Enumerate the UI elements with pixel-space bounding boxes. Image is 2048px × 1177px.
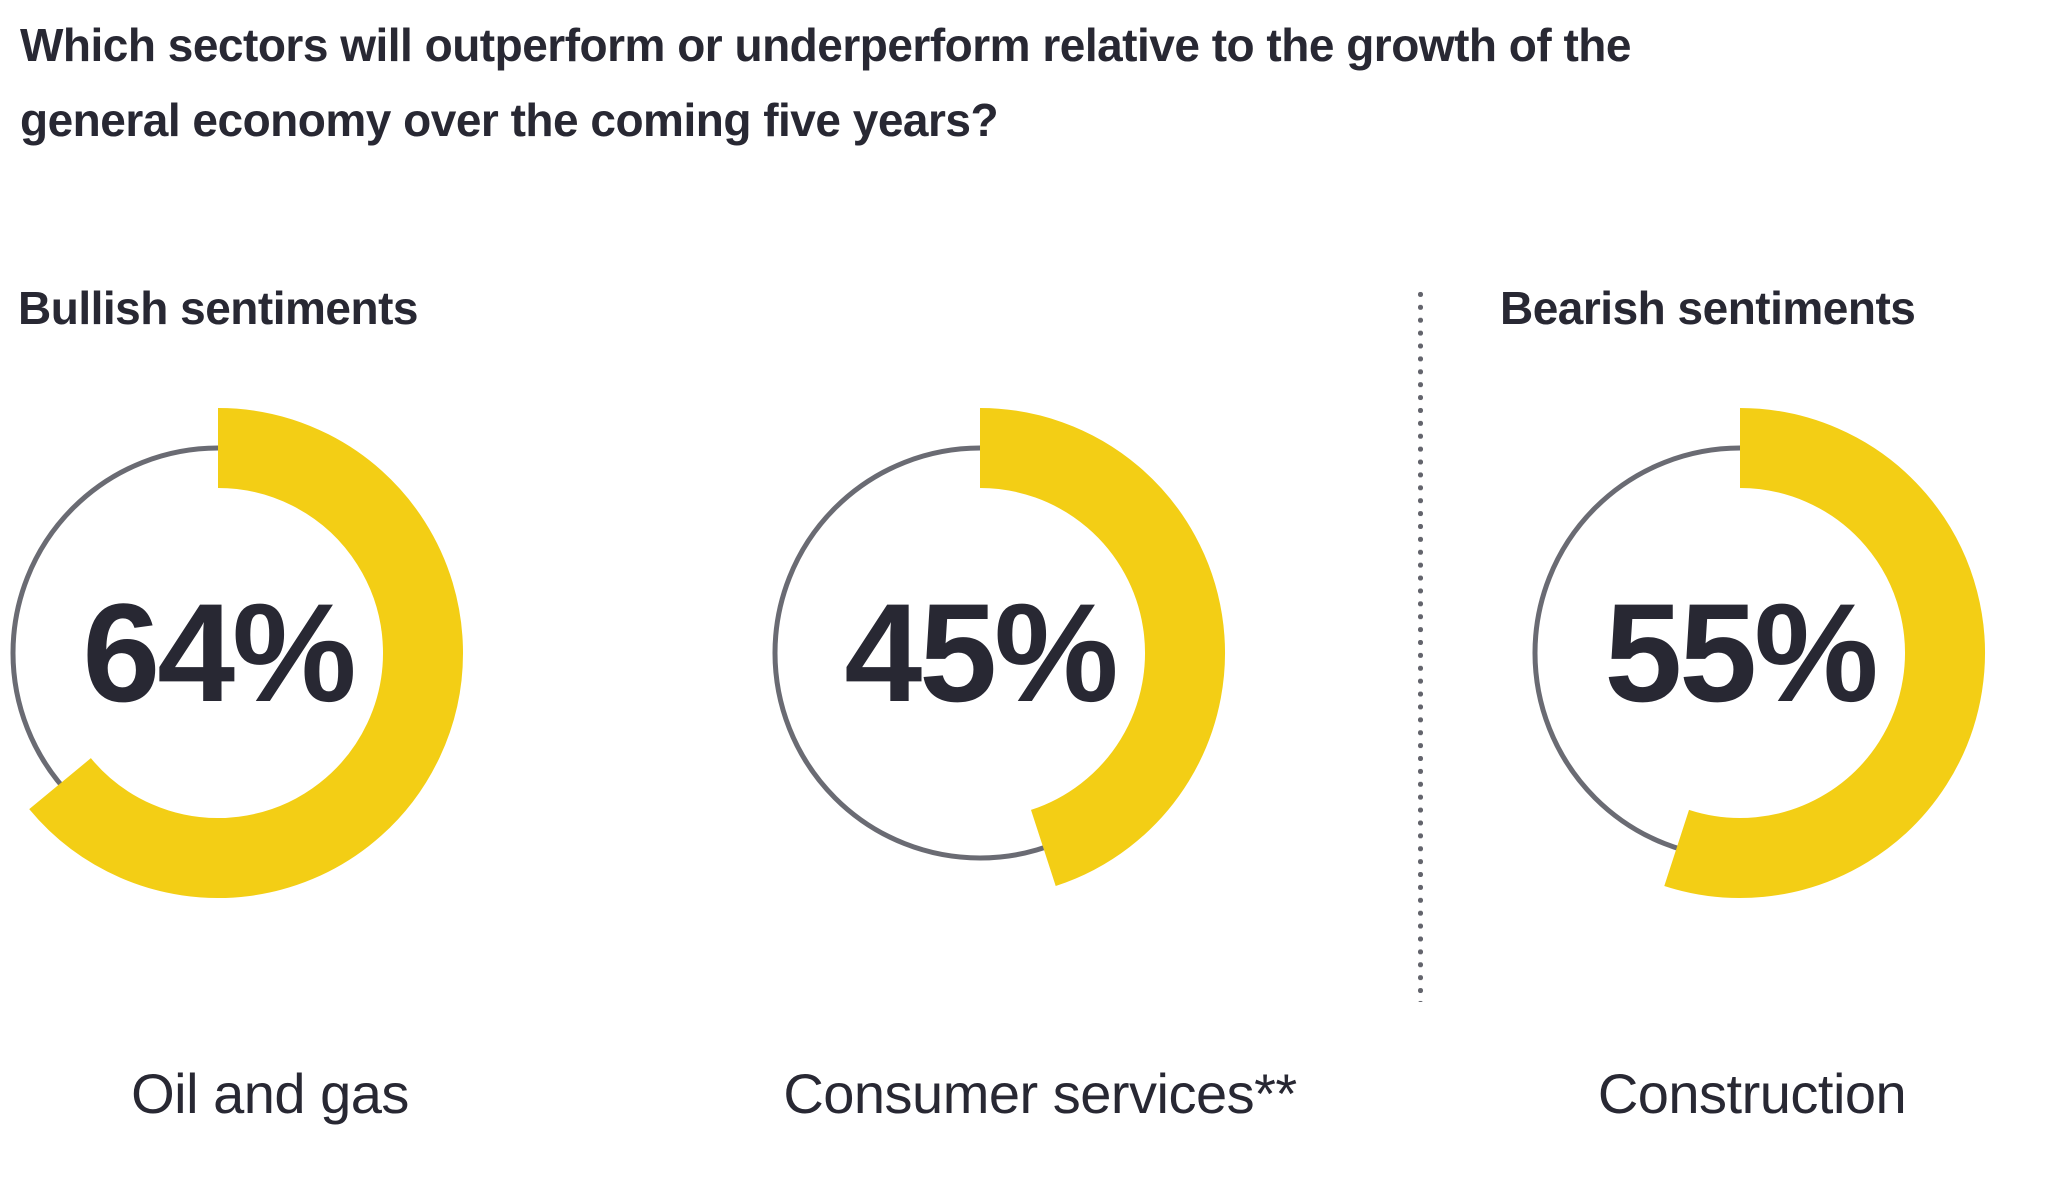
donut-value-arc — [979, 408, 1225, 886]
donut-ring-svg — [10, 408, 463, 898]
section-title-bullish: Bullish sentiments — [18, 282, 418, 334]
sector-label-consumer-services: Consumer services** — [783, 1062, 1297, 1125]
donut-value-arc — [1664, 408, 1985, 898]
donut-value-arc — [29, 408, 463, 898]
sector-label-construction: Construction — [1597, 1062, 1907, 1125]
donut-percentage: 55% — [1604, 574, 1878, 731]
donut-chart-construction: 55% — [1490, 403, 1990, 903]
section-divider-dotted-line — [1417, 288, 1424, 1002]
page-title: Which sectors will outperform or underpe… — [20, 8, 1920, 158]
page-title-line-1: Which sectors will outperform or underpe… — [20, 19, 1631, 71]
sector-label-oil-and-gas: Oil and gas — [131, 1062, 409, 1125]
page-title-line-2: general economy over the coming five yea… — [20, 94, 999, 146]
section-title-bearish: Bearish sentiments — [1500, 282, 1916, 334]
donut-ring-svg — [772, 408, 1225, 886]
donut-percentage: 64% — [82, 574, 356, 731]
donut-chart-consumer-services: 45% — [730, 403, 1230, 903]
donut-ring-svg — [1532, 408, 1985, 898]
donut-percentage: 45% — [844, 574, 1118, 731]
donut-chart-oil-and-gas: 64% — [0, 403, 468, 903]
